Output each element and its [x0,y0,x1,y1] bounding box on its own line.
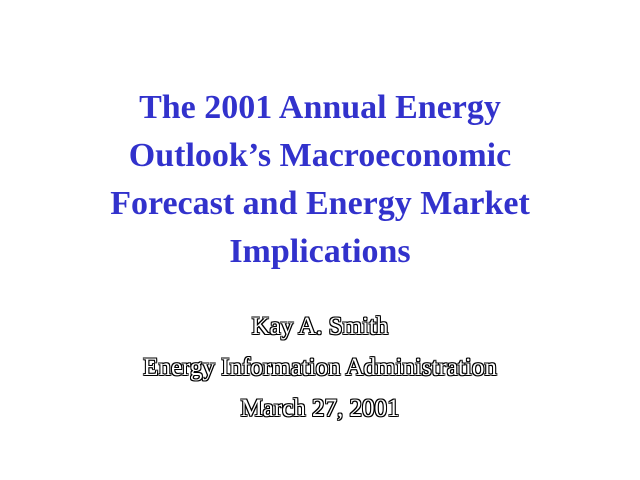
title-line-2: Outlook’s Macroeconomic [128,137,512,174]
title-line-3: Forecast and Energy Market [110,185,530,222]
slide-subtitle: Kay A. Smith Energy Information Administ… [0,306,640,429]
title-line-4: Implications [229,233,411,270]
title-line-1: The 2001 Annual Energy [139,89,501,126]
presentation-date: March 27, 2001 [240,395,400,422]
slide-title: The 2001 Annual Energy Outlook’s Macroec… [0,84,640,276]
organization-name: Energy Information Administration [143,354,497,381]
author-name: Kay A. Smith [251,313,389,340]
